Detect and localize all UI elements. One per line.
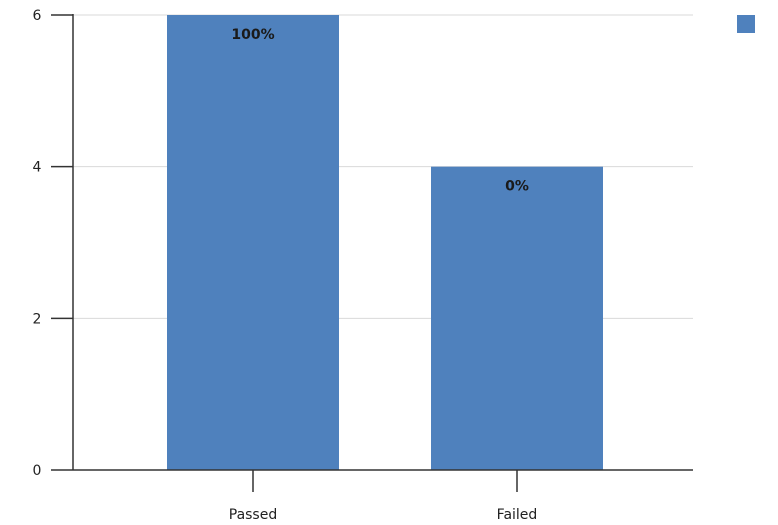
- y-tick-label: 2: [33, 311, 42, 327]
- bars: [167, 15, 603, 470]
- axes: [72, 14, 693, 471]
- y-tick-label: 6: [33, 8, 42, 24]
- y-tick-label: 0: [33, 463, 42, 479]
- x-tick-label-passed: Passed: [229, 507, 277, 523]
- y-tick-label: 4: [33, 160, 42, 176]
- data-label-passed: 100%: [231, 27, 274, 43]
- x-tick-label-failed: Failed: [497, 507, 538, 523]
- data-label-failed: 0%: [505, 179, 529, 195]
- bar-passed: [167, 15, 339, 470]
- legend: [737, 15, 755, 33]
- legend-swatch: [737, 15, 755, 33]
- x-axis-ticks: Passed Failed: [229, 470, 538, 523]
- bar-failed: [431, 166, 603, 470]
- y-axis-ticks: 0 2 4 6: [33, 8, 73, 479]
- data-labels: 100% 0%: [231, 27, 529, 195]
